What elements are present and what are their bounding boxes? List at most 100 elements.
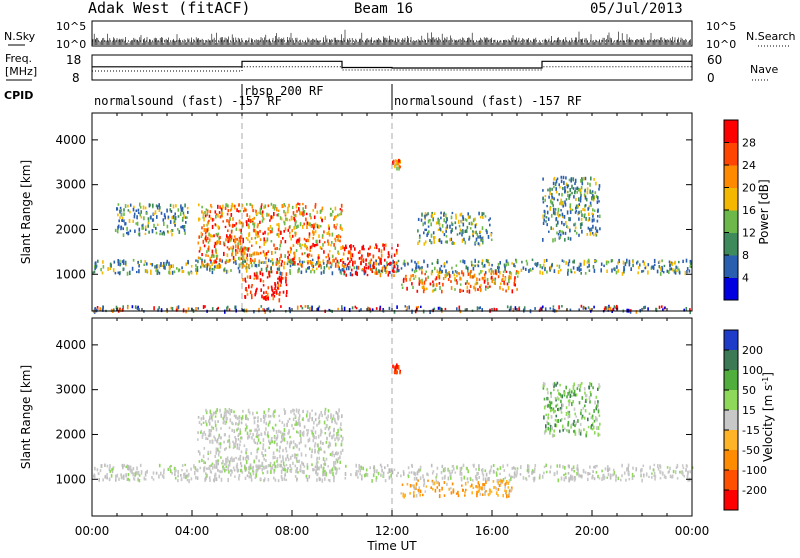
feature-pixel [689, 470, 691, 474]
feature-pixel [594, 232, 597, 236]
freq-left-label-2: [MHz] [5, 65, 37, 78]
feature-pixel [420, 279, 422, 284]
feature-pixel [424, 490, 427, 493]
feature-pixel [384, 243, 387, 247]
feature-pixel [197, 259, 199, 264]
feature-pixel [283, 477, 286, 481]
feature-pixel [337, 438, 340, 442]
feature-pixel [316, 467, 319, 470]
feature-pixel [463, 475, 466, 480]
feature-pixel [421, 212, 423, 217]
feature-pixel [596, 229, 599, 234]
feature-pixel [532, 477, 535, 480]
feature-pixel [123, 463, 125, 468]
feature-pixel [265, 465, 268, 469]
feature-pixel [290, 247, 292, 251]
feature-pixel [325, 457, 328, 461]
feature-pixel [263, 296, 265, 300]
feature-pixel [301, 263, 303, 268]
colorbar-swatch [724, 165, 738, 188]
feature-pixel [339, 208, 342, 211]
feature-pixel [302, 433, 305, 437]
feature-pixel [364, 270, 367, 274]
feature-pixel [204, 214, 207, 218]
feature-pixel [181, 469, 183, 472]
feature-pixel [588, 472, 591, 475]
feature-pixel [300, 246, 302, 250]
feature-pixel [324, 469, 326, 473]
feature-pixel [393, 365, 395, 369]
feature-pixel [583, 428, 585, 432]
feature-pixel [580, 226, 582, 229]
feature-pixel [256, 435, 259, 439]
feature-pixel [434, 266, 436, 271]
feature-pixel [558, 193, 560, 196]
feature-pixel [220, 427, 222, 430]
feature-pixel [568, 399, 571, 404]
feature-pixel [421, 271, 423, 275]
feature-pixel [219, 205, 221, 210]
feature-pixel [570, 423, 572, 427]
feature-pixel [280, 262, 283, 267]
feature-pixel [184, 463, 186, 467]
feature-pixel [234, 260, 237, 263]
feature-pixel [236, 462, 239, 467]
feature-pixel [485, 472, 488, 477]
feature-pixel [314, 449, 316, 454]
feature-pixel [556, 211, 559, 216]
feature-pixel [413, 494, 415, 498]
feature-pixel [163, 265, 165, 270]
feature-pixel [208, 238, 211, 242]
feature-pixel [274, 455, 276, 460]
feature-pixel [478, 483, 480, 488]
feature-pixel [264, 448, 267, 453]
feature-pixel [502, 478, 505, 482]
feature-pixel [262, 443, 265, 447]
feature-pixel [475, 281, 478, 286]
feature-pixel [151, 218, 154, 222]
feature-pixel [307, 418, 309, 422]
feature-pixel [318, 447, 320, 452]
station-title: Adak West (fitACF) [88, 0, 251, 17]
feature-pixel [380, 269, 383, 273]
feature-pixel [507, 286, 510, 291]
feature-pixel [205, 264, 207, 268]
feature-pixel [182, 270, 185, 273]
feature-pixel [674, 271, 677, 275]
feature-pixel [554, 423, 556, 428]
feature-pixel [447, 476, 450, 481]
feature-pixel [459, 470, 462, 475]
feature-pixel [107, 267, 109, 271]
feature-pixel [637, 271, 639, 275]
feature-pixel [568, 197, 570, 200]
feature-pixel [337, 428, 339, 433]
feature-pixel [312, 426, 315, 430]
colorbar-swatch [724, 255, 738, 278]
feature-pixel [228, 408, 231, 411]
feature-pixel [556, 403, 559, 407]
feature-pixel [259, 477, 262, 481]
feature-pixel [277, 277, 279, 280]
feature-pixel [307, 429, 310, 432]
feature-pixel [571, 402, 573, 407]
feature-pixel [275, 438, 278, 441]
feature-pixel [306, 429, 308, 432]
feature-pixel [363, 248, 365, 251]
feature-pixel [593, 419, 596, 423]
feature-pixel [218, 450, 221, 454]
feature-pixel [210, 428, 213, 433]
feature-pixel [256, 287, 258, 291]
feature-pixel [411, 484, 413, 487]
feature-pixel [268, 446, 270, 450]
feature-pixel [466, 477, 469, 481]
feature-pixel [400, 267, 403, 270]
feature-pixel [284, 474, 286, 477]
feature-pixel [227, 466, 230, 471]
feature-pixel [147, 222, 150, 225]
feature-pixel [313, 231, 315, 236]
feature-pixel [183, 225, 186, 229]
feature-pixel [278, 275, 281, 279]
feature-pixel [573, 259, 575, 264]
feature-pixel [121, 260, 124, 264]
feature-pixel [238, 432, 240, 436]
